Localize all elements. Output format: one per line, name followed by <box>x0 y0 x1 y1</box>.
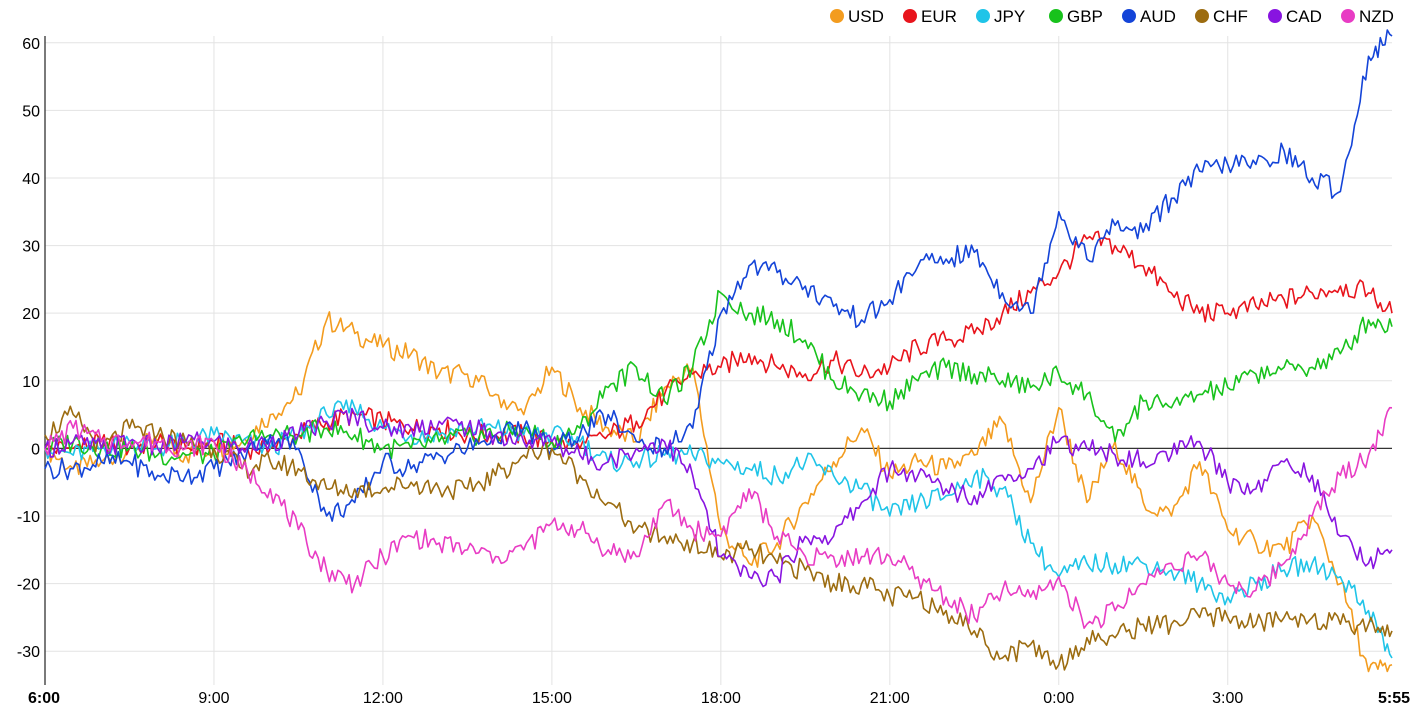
legend-label: CHF <box>1213 7 1248 26</box>
legend-label: USD <box>848 7 884 26</box>
y-tick-label: 50 <box>22 103 40 120</box>
series-line-eur <box>44 230 1393 460</box>
legend-item-nzd[interactable]: NZD <box>1341 7 1394 26</box>
x-tick-label: 12:00 <box>363 690 403 707</box>
series-line-jpy <box>44 399 1393 659</box>
series-line-aud <box>44 29 1393 522</box>
legend-item-cad[interactable]: CAD <box>1268 7 1322 26</box>
y-axis-ticks: 60 50 40 30 20 10 0 -10 -20 -30 <box>17 36 40 661</box>
legend-marker <box>1122 9 1136 23</box>
legend-marker <box>1341 9 1355 23</box>
x-tick-label: 6:00 <box>28 690 60 707</box>
legend: USD EUR JPY GBP AUD CHF CAD NZD <box>830 7 1394 26</box>
y-tick-label: -10 <box>17 509 40 526</box>
y-tick-label: 30 <box>22 239 40 256</box>
legend-marker <box>830 9 844 23</box>
legend-label: NZD <box>1359 7 1394 26</box>
legend-label: CAD <box>1286 7 1322 26</box>
legend-label: AUD <box>1140 7 1176 26</box>
x-tick-label: 15:00 <box>532 690 572 707</box>
x-tick-label: 18:00 <box>701 690 741 707</box>
legend-item-gbp[interactable]: GBP <box>1049 7 1103 26</box>
y-tick-label: -20 <box>17 577 40 594</box>
legend-item-usd[interactable]: USD <box>830 7 884 26</box>
x-tick-label: 5:55 <box>1378 690 1410 707</box>
legend-item-chf[interactable]: CHF <box>1195 7 1248 26</box>
series-line-cad <box>44 407 1393 588</box>
legend-item-jpy[interactable]: JPY <box>976 7 1025 26</box>
series-line-usd <box>44 311 1393 673</box>
legend-marker <box>903 9 917 23</box>
legend-marker <box>1195 9 1209 23</box>
y-tick-label: -30 <box>17 644 40 661</box>
y-tick-label: 40 <box>22 171 40 188</box>
x-tick-label: 9:00 <box>198 690 229 707</box>
x-tick-label: 0:00 <box>1043 690 1074 707</box>
legend-item-aud[interactable]: AUD <box>1122 7 1176 26</box>
legend-item-eur[interactable]: EUR <box>903 7 957 26</box>
grid <box>45 36 1392 685</box>
x-tick-label: 3:00 <box>1212 690 1243 707</box>
y-tick-label: 60 <box>22 36 40 53</box>
legend-marker <box>976 9 990 23</box>
y-tick-label: 20 <box>22 306 40 323</box>
x-axis-ticks: 6:00 9:00 12:00 15:00 18:00 21:00 0:00 3:00 5:55 <box>28 690 1410 707</box>
legend-label: EUR <box>921 7 957 26</box>
x-tick-label: 21:00 <box>870 690 910 707</box>
legend-label: GBP <box>1067 7 1103 26</box>
series-lines <box>44 29 1393 673</box>
y-tick-label: 10 <box>22 374 40 391</box>
y-tick-label: 0 <box>31 441 40 458</box>
series-line-nzd <box>44 406 1393 630</box>
legend-label: JPY <box>994 7 1025 26</box>
legend-marker <box>1268 9 1282 23</box>
legend-marker <box>1049 9 1063 23</box>
